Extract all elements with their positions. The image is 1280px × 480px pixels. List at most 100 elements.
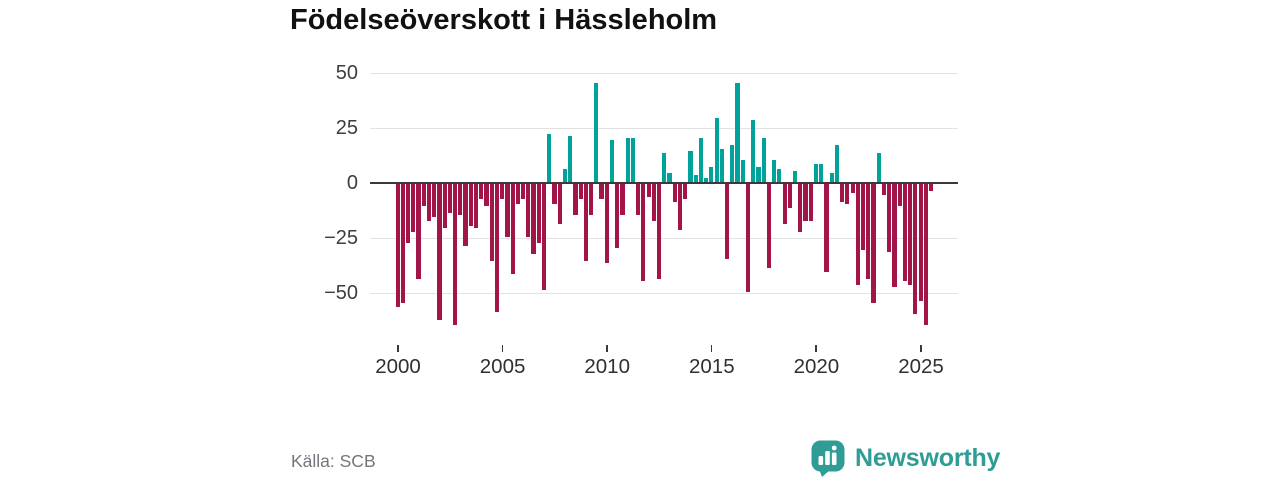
bar-2021Q1: [834, 144, 839, 182]
bar-2016Q2: [735, 83, 740, 182]
bar-2015Q2: [714, 118, 719, 182]
bar-2002Q4: [453, 184, 458, 325]
y-axis-tick-label: 25: [335, 117, 358, 139]
bar-2021Q4: [850, 184, 855, 193]
bar-2010Q4: [620, 184, 625, 215]
bar-2005Q3: [510, 184, 515, 275]
bar-2024Q4: [913, 184, 918, 314]
bar-2008Q1: [562, 168, 568, 182]
bar-2011Q4: [641, 184, 646, 281]
y-axis-tick-label: 50: [335, 62, 358, 84]
bar-2006Q1: [521, 184, 526, 200]
bar-2013Q1: [667, 173, 672, 182]
bar-2014Q3: [698, 138, 704, 182]
bar-2000Q4: [411, 184, 416, 233]
bar-2013Q4: [683, 184, 688, 200]
bar-2013Q3: [677, 184, 683, 231]
bar-2024Q2: [902, 184, 907, 281]
y-axis-tick-label: 0: [346, 172, 358, 194]
bar-2015Q1: [709, 166, 714, 182]
bar-2018Q2: [777, 168, 782, 182]
bar-2023Q4: [892, 184, 897, 288]
x-axis-tick-label: 2020: [793, 355, 840, 378]
bar-2025Q2: [923, 184, 928, 325]
bar-2002Q1: [437, 184, 442, 321]
bar-2023Q3: [887, 184, 892, 253]
bar-2019Q3: [803, 184, 808, 222]
bar-2022Q3: [866, 184, 871, 279]
bar-2005Q2: [505, 184, 510, 237]
bar-2022Q1: [855, 184, 860, 286]
bar-2025Q1: [918, 184, 923, 301]
bar-2011Q2: [630, 138, 636, 182]
bar-2020Q4: [829, 173, 834, 182]
bar-2001Q2: [421, 184, 426, 206]
bar-2014Q1: [688, 151, 693, 182]
bar-2022Q4: [871, 184, 876, 303]
bar-2018Q4: [787, 184, 792, 209]
bar-2005Q1: [500, 184, 505, 200]
bar-2017Q1: [751, 120, 756, 182]
bar-2017Q2: [756, 166, 761, 182]
bar-2010Q1: [604, 184, 609, 264]
bar-2019Q1: [792, 171, 798, 182]
bar-2006Q3: [531, 184, 536, 255]
x-axis-tick-label: 2025: [898, 355, 944, 378]
bar-2024Q3: [908, 184, 913, 286]
bar-2023Q1: [876, 153, 881, 182]
bar-2003Q1: [458, 184, 463, 215]
bar-2002Q2: [442, 184, 447, 228]
bar-2020Q3: [824, 184, 829, 272]
bar-2004Q4: [494, 184, 500, 312]
bar-2025Q3: [928, 184, 934, 191]
bar-2022Q2: [860, 184, 866, 250]
bar-2012Q2: [651, 184, 656, 222]
bar-2001Q1: [416, 184, 421, 279]
bar-2004Q2: [484, 184, 489, 206]
bar-2014Q2: [693, 175, 698, 182]
bar-2008Q2: [568, 135, 573, 182]
bar-2017Q4: [766, 184, 772, 268]
bar-2012Q3: [657, 184, 662, 279]
bar-2009Q4: [599, 184, 604, 200]
x-axis-tick: [397, 345, 399, 352]
newsworthy-logo: Newsworthy: [810, 439, 1000, 477]
bar-2007Q4: [557, 184, 562, 224]
bar-2019Q2: [798, 184, 803, 233]
bar-2011Q3: [636, 184, 641, 215]
gridline: [370, 238, 958, 239]
bar-2017Q3: [761, 138, 766, 182]
bar-2016Q1: [730, 144, 735, 182]
bar-2018Q3: [782, 184, 787, 224]
bar-2004Q3: [489, 184, 494, 261]
bar-2015Q3: [719, 149, 724, 182]
bar-2021Q2: [840, 184, 845, 202]
gridline: [370, 73, 958, 74]
newsworthy-bubble-chart-icon: [811, 440, 845, 477]
bar-2006Q2: [526, 184, 531, 237]
bar-2006Q4: [536, 184, 541, 244]
bar-2007Q1: [541, 184, 547, 290]
x-axis-tick: [815, 345, 817, 352]
gridline: [370, 128, 958, 129]
bar-2005Q4: [515, 184, 520, 204]
chart-title: Födelseöverskott i Hässleholm: [290, 4, 718, 36]
bar-2008Q3: [573, 184, 578, 215]
bar-2023Q2: [881, 184, 887, 195]
bar-2008Q4: [578, 184, 583, 200]
gridline: [370, 293, 958, 294]
bar-2001Q3: [426, 184, 432, 222]
x-axis-tick-label: 2000: [375, 355, 421, 378]
y-axis-tick-label: −25: [324, 227, 358, 249]
x-axis-tick-label: 2005: [479, 355, 526, 378]
bar-2001Q4: [432, 184, 437, 217]
x-axis-tick-label: 2010: [584, 355, 630, 378]
bar-2010Q2: [609, 140, 615, 182]
x-axis-tick-label: 2015: [688, 355, 735, 378]
bar-2009Q1: [583, 184, 588, 261]
bar-2019Q4: [808, 184, 813, 222]
bar-2020Q1: [813, 164, 819, 182]
bar-2003Q4: [473, 184, 479, 228]
bar-2007Q2: [547, 133, 552, 182]
bar-2007Q3: [552, 184, 557, 204]
